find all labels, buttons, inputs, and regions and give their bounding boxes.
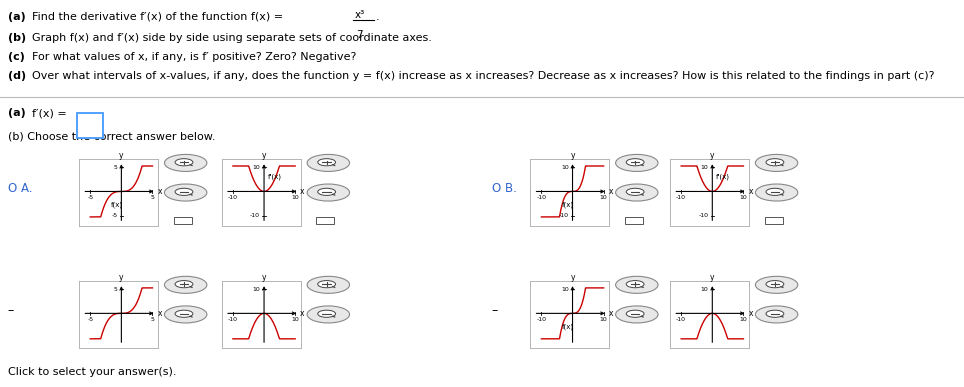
Text: x: x: [300, 187, 305, 196]
Text: y: y: [710, 273, 714, 282]
Text: 10: 10: [701, 287, 709, 292]
Text: 5: 5: [150, 195, 154, 200]
Text: 10: 10: [739, 195, 747, 200]
Text: y: y: [571, 273, 575, 282]
Text: x³: x³: [355, 10, 365, 20]
Text: -10: -10: [536, 317, 547, 322]
Text: 5: 5: [114, 287, 118, 292]
Text: 10: 10: [561, 165, 569, 170]
Text: (a): (a): [8, 108, 25, 118]
Text: O B.: O B.: [492, 182, 517, 195]
Text: -10: -10: [228, 195, 238, 200]
Text: (b) Choose the correct answer below.: (b) Choose the correct answer below.: [8, 132, 215, 142]
Text: y: y: [262, 151, 266, 160]
Text: -5: -5: [112, 213, 118, 218]
Text: .: .: [376, 12, 380, 22]
Text: Click to select your answer(s).: Click to select your answer(s).: [8, 367, 176, 377]
Text: (c): (c): [8, 52, 25, 62]
Text: –: –: [8, 304, 13, 317]
Text: 10: 10: [600, 195, 607, 200]
Text: 5: 5: [150, 317, 154, 322]
Text: f(x): f(x): [562, 202, 574, 208]
Text: x: x: [608, 187, 613, 196]
Text: 5: 5: [114, 165, 118, 170]
Text: -5: -5: [87, 317, 94, 322]
Text: -10: -10: [250, 213, 260, 218]
Text: 10: 10: [600, 317, 607, 322]
Text: 10: 10: [291, 195, 299, 200]
Text: 10: 10: [739, 317, 747, 322]
Text: x: x: [748, 187, 753, 196]
Text: -10: -10: [558, 213, 569, 218]
Text: f'(x): f'(x): [268, 174, 281, 180]
Text: y: y: [571, 151, 575, 160]
Text: y: y: [262, 273, 266, 282]
Text: 10: 10: [291, 317, 299, 322]
Text: Find the derivative f′(x) of the function f(x) =: Find the derivative f′(x) of the functio…: [32, 12, 283, 22]
Text: f′(x) =: f′(x) =: [32, 108, 67, 118]
Text: (a): (a): [8, 12, 25, 22]
Text: O A.: O A.: [8, 182, 32, 195]
Text: y: y: [120, 273, 123, 282]
Text: -10: -10: [676, 317, 686, 322]
Text: (d): (d): [8, 71, 26, 81]
Text: x: x: [748, 309, 753, 318]
Text: x: x: [608, 309, 613, 318]
Text: Over what intervals of x-values, if any, does the function y = f(x) increase as : Over what intervals of x-values, if any,…: [32, 71, 934, 81]
Text: Graph f(x) and f′(x) side by side using separate sets of coordinate axes.: Graph f(x) and f′(x) side by side using …: [32, 33, 432, 43]
Text: For what values of x, if any, is f′ positive? Zero? Negative?: For what values of x, if any, is f′ posi…: [32, 52, 356, 62]
Text: -10: -10: [228, 317, 238, 322]
Text: x: x: [300, 309, 305, 318]
Text: y: y: [710, 151, 714, 160]
Text: -10: -10: [536, 195, 547, 200]
Text: 10: 10: [253, 287, 260, 292]
Text: –: –: [492, 304, 497, 317]
Text: 10: 10: [561, 287, 569, 292]
Text: 10: 10: [253, 165, 260, 170]
Text: 7: 7: [356, 30, 362, 40]
Text: -10: -10: [676, 195, 686, 200]
Text: f'(x): f'(x): [716, 174, 730, 180]
Text: -5: -5: [87, 195, 94, 200]
Text: x: x: [157, 309, 162, 318]
Text: (b): (b): [8, 33, 26, 43]
Text: f(x): f(x): [562, 324, 574, 330]
Text: y: y: [120, 151, 123, 160]
Text: x: x: [157, 187, 162, 196]
Text: f(x): f(x): [111, 202, 122, 208]
Text: -10: -10: [698, 213, 709, 218]
Text: 10: 10: [701, 165, 709, 170]
